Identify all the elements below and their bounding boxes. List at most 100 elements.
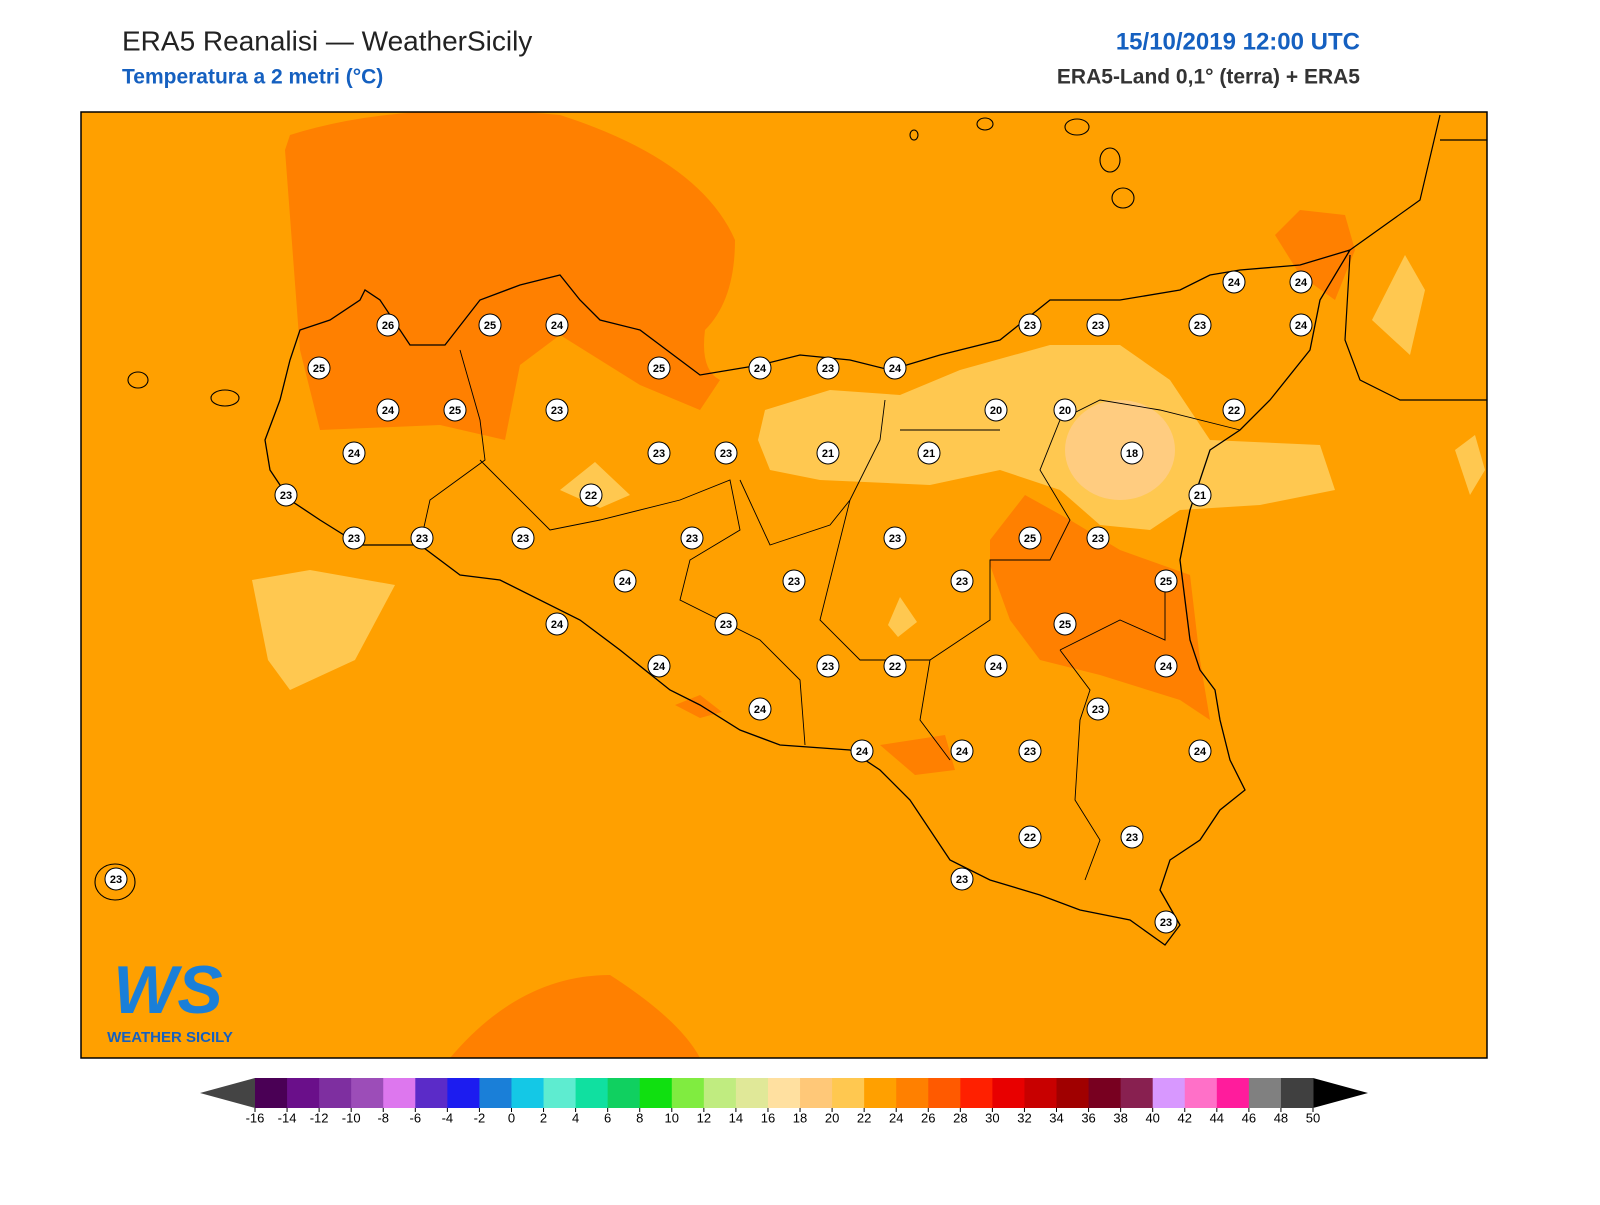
colorbar-tick-label: -14 — [278, 1110, 297, 1125]
colorbar-tick-label: 44 — [1210, 1110, 1224, 1125]
colorbar-tick-label: 6 — [604, 1110, 611, 1125]
station-value: 24 — [1160, 661, 1173, 673]
warm-area — [1275, 210, 1355, 300]
colorbar-bin — [928, 1078, 961, 1108]
station-marker — [950, 569, 974, 593]
station-marker — [748, 356, 772, 380]
colorbar-tick-label: 32 — [1017, 1110, 1031, 1125]
station-marker — [376, 313, 400, 337]
station-value: 23 — [720, 448, 732, 460]
station-marker — [883, 654, 907, 678]
station-marker — [376, 398, 400, 422]
station-marker — [1289, 270, 1313, 294]
colorbar-tick-label: 50 — [1306, 1110, 1320, 1125]
station-value: 21 — [923, 448, 935, 460]
colorbar-bin — [960, 1078, 993, 1108]
colorbar-over — [1313, 1078, 1368, 1108]
station-marker — [1086, 526, 1110, 550]
station-marker — [511, 526, 535, 550]
station-marker — [579, 483, 603, 507]
station-marker — [1154, 569, 1178, 593]
station-value: 25 — [449, 405, 461, 417]
station-value: 21 — [822, 448, 834, 460]
station-marker — [883, 356, 907, 380]
colorbar-bin — [800, 1078, 833, 1108]
colorbar-tick-label: -16 — [246, 1110, 265, 1125]
colorbar-tick-label: 30 — [985, 1110, 999, 1125]
station-value: 22 — [585, 490, 597, 502]
station-value: 23 — [416, 533, 428, 545]
station-value: 23 — [1092, 704, 1104, 716]
station-value: 23 — [348, 533, 360, 545]
colorbar-bin — [896, 1078, 929, 1108]
station-marker — [1053, 398, 1077, 422]
station-value: 24 — [754, 704, 767, 716]
station-marker — [274, 483, 298, 507]
colorbar-tick-label: -12 — [310, 1110, 329, 1125]
colorbar-tick-label: 8 — [636, 1110, 643, 1125]
station-value: 24 — [889, 363, 902, 375]
colorbar: -16 -14 -12 -10 -8 -6 -4 -2 0 2 4 6 8 10 12 14 16 18 20 22 2… — [200, 1078, 1368, 1125]
station-marker — [1086, 313, 1110, 337]
station-value: 25 — [484, 320, 496, 332]
colorbar-tick-label: -6 — [410, 1110, 422, 1125]
logo-text: WEATHER SICILY — [107, 1029, 233, 1046]
station-marker — [1222, 398, 1246, 422]
station-marker — [1053, 612, 1077, 636]
station-value: 23 — [1024, 746, 1036, 758]
station-value: 24 — [1194, 746, 1207, 758]
colorbar-bin — [671, 1078, 705, 1108]
station-marker — [714, 612, 738, 636]
cool-area — [252, 570, 395, 690]
station-value: 25 — [1024, 533, 1036, 545]
colorbar-tick-label: -8 — [377, 1110, 389, 1125]
station-value: 24 — [382, 405, 395, 417]
station-marker — [950, 867, 974, 891]
colorbar-bin — [735, 1078, 769, 1108]
colorbar-bin — [543, 1078, 577, 1108]
colorbar-tick-label: 12 — [697, 1110, 711, 1125]
station-value: 23 — [1092, 320, 1104, 332]
field — [81, 112, 1487, 1058]
colorbar-tick-label: 46 — [1242, 1110, 1256, 1125]
station-marker — [410, 526, 434, 550]
station-value: 24 — [1228, 277, 1241, 289]
colorbar-bin — [319, 1078, 352, 1108]
colorbar-bin — [447, 1078, 480, 1108]
station-marker — [1018, 825, 1042, 849]
station-marker — [950, 739, 974, 763]
station-marker — [850, 739, 874, 763]
colorbar-tick-label: 24 — [889, 1110, 903, 1125]
station-marker — [1018, 526, 1042, 550]
colorbar-bin — [383, 1078, 416, 1108]
station-marker — [647, 654, 671, 678]
islands — [94, 117, 1135, 901]
province-borders — [419, 349, 1241, 881]
cool-area — [758, 345, 1335, 530]
logo-mark: WS — [113, 952, 223, 1028]
station-value: 23 — [1126, 832, 1138, 844]
stations: 26 25 24 25 25 24 23 24 23 23 23 24 24 24 24 25 23 20 20 22… — [104, 270, 1313, 934]
colorbar-tick-label: 22 — [857, 1110, 871, 1125]
station-value: 24 — [551, 619, 564, 631]
colorbar-tick-label: 0 — [508, 1110, 515, 1125]
station-marker — [984, 398, 1008, 422]
colorbar-bin — [703, 1078, 737, 1108]
station-marker — [342, 526, 366, 550]
station-marker — [714, 441, 738, 465]
colorbar-bin — [255, 1078, 288, 1108]
station-marker — [1154, 910, 1178, 934]
station-value: 24 — [856, 746, 869, 758]
colorbar-bin — [1088, 1078, 1122, 1108]
station-marker — [984, 654, 1008, 678]
station-value: 26 — [382, 320, 394, 332]
station-value: 23 — [686, 533, 698, 545]
colorbar-tick-label: -10 — [342, 1110, 361, 1125]
station-value: 23 — [1194, 320, 1206, 332]
colorbar-bin — [575, 1078, 609, 1108]
station-marker — [1222, 270, 1246, 294]
cool-core — [1065, 400, 1175, 500]
colorbar-tick-label: 36 — [1081, 1110, 1095, 1125]
station-value: 23 — [956, 874, 968, 886]
